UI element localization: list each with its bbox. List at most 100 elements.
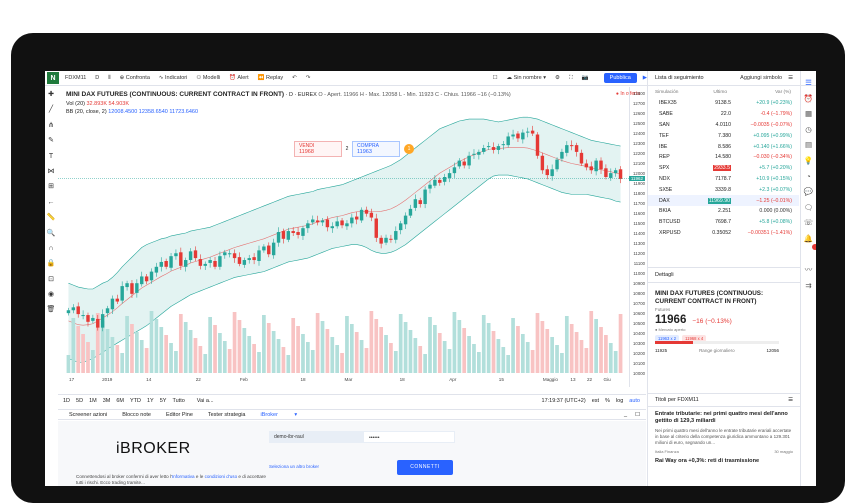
indicators-button[interactable]: ∿ Indicatori — [158, 75, 188, 81]
col-change[interactable]: Var (%) — [775, 90, 791, 95]
phone-icon[interactable]: ☏ — [803, 218, 814, 228]
lock-icon[interactable]: 🔒 — [46, 260, 56, 268]
streams-icon[interactable]: ◔ — [806, 171, 811, 181]
watchlist-row[interactable]: DAX 11969.90 –1.25 (–0.01%) — [648, 195, 799, 206]
terms-link[interactable]: condizioni d'uso — [204, 474, 238, 479]
extended-hours-toggle[interactable]: est — [591, 397, 600, 404]
ruler-icon[interactable]: 📏 — [46, 214, 56, 222]
settings-gear-icon[interactable]: ⚙ — [555, 75, 560, 81]
period-button-tutto[interactable]: Tutto — [172, 397, 185, 404]
watchlist-row[interactable]: NDX 7178.7 +10.9 (+0.15%) — [648, 174, 799, 185]
watchlist-row[interactable]: XRPUSD 0.35052 –0.00351 (–1.41%) — [648, 228, 799, 239]
eye-icon[interactable]: ◉ — [47, 291, 55, 299]
tab-ibroker[interactable]: iBroker ▾ — [260, 411, 298, 418]
percent-toggle[interactable]: % — [605, 397, 610, 404]
alert-button[interactable]: ⏰ Alert — [229, 75, 249, 81]
tab-strategy-tester[interactable]: Tester strategia — [207, 411, 246, 418]
news-menu-icon[interactable]: ☰ — [788, 397, 793, 403]
watchlist-row[interactable]: BTCUSD 7698.7 +5.8 (+0.08%) — [648, 217, 799, 228]
tab-stock-screener[interactable]: Screener azioni — [69, 411, 108, 418]
layout-menu[interactable]: ☁ Sin nombre ▾ — [506, 75, 546, 81]
calendar-icon[interactable]: ▤ — [804, 140, 813, 150]
order-book-icon[interactable]: ⇉ — [805, 280, 812, 290]
lock-drawings-icon[interactable]: ⊡ — [48, 275, 54, 283]
compare-button[interactable]: ⊕ Confronta — [119, 75, 150, 81]
timezone-clock[interactable]: 17:19:37 (UTC+2) — [541, 397, 586, 404]
tab-notes[interactable]: Blocco note — [122, 411, 151, 418]
candle-type-icon[interactable]: ⫴ — [108, 74, 111, 81]
maximize-icon[interactable]: ☐ — [635, 411, 640, 418]
select-other-broker-link[interactable]: Seleziona un altro broker — [269, 464, 320, 469]
crosshair-icon[interactable]: ✚ — [48, 91, 54, 98]
watchlist-row[interactable]: TEF 7.380 +0.095 (+0.99%) — [648, 130, 799, 141]
watchlist-icon[interactable]: ☰ — [805, 78, 812, 87]
pattern-icon[interactable]: ⋈ — [47, 167, 55, 175]
price-axis[interactable]: 12800 12700 12600 12500 12400 12300 12200 12100… — [628, 87, 646, 387]
quantity-badge[interactable]: 1 — [404, 144, 414, 154]
col-last[interactable]: Ultimo — [713, 90, 727, 95]
period-button-1m[interactable]: 1M — [89, 397, 97, 404]
private-chat-icon[interactable]: 🗨 — [803, 202, 814, 212]
auto-toggle[interactable]: auto — [629, 397, 640, 404]
chart-canvas[interactable] — [58, 87, 629, 387]
period-button-5d[interactable]: 5D — [76, 397, 84, 404]
period-button-6m[interactable]: 6M — [116, 397, 124, 404]
watchlist-row[interactable]: REP 14.580 –0.030 (–0.34%) — [648, 152, 799, 163]
ideas-icon[interactable]: 💡 — [803, 155, 814, 165]
projection-icon[interactable]: ⊞ — [48, 183, 54, 191]
period-button-1d[interactable]: 1D — [63, 397, 71, 404]
buy-button[interactable]: COMPRA 11963 — [352, 141, 400, 157]
watchlist-title[interactable]: Lista di seguimiento — [655, 75, 704, 81]
fullscreen-box-icon[interactable]: ☐ — [492, 75, 498, 81]
symbol-search[interactable]: FDXM11 — [65, 75, 87, 81]
text-icon[interactable]: T — [48, 152, 54, 160]
interval-selector[interactable]: D — [95, 75, 100, 81]
templates-button[interactable]: ⚇ Modelli — [196, 75, 221, 81]
news-title[interactable]: Entrate tributarie: nei primi quattro me… — [655, 411, 788, 424]
hotlist-icon[interactable]: ◷ — [805, 124, 812, 134]
sell-button[interactable]: VENDI 11968 — [294, 141, 342, 157]
info-link[interactable]: Informativa — [171, 474, 195, 479]
add-symbol-button[interactable]: Aggiungi simbolo — [740, 75, 783, 81]
trendline-icon[interactable]: ╱ — [48, 106, 54, 114]
data-window-icon[interactable]: ▦ — [804, 109, 813, 119]
password-field[interactable]: •••••• — [363, 431, 455, 443]
menu-icon[interactable]: ☰ — [788, 75, 793, 81]
price-chart[interactable]: MINI DAX FUTURES (CONTINUOUS: CURRENT CO… — [58, 87, 646, 387]
watchlist-row[interactable]: SABE 22.0 -0.4 (–1.79%) — [648, 109, 799, 120]
watchlist-row[interactable]: IBE 8.586 +0.140 (+1.66%) — [648, 141, 799, 152]
brush-icon[interactable]: ✎ — [48, 137, 54, 145]
col-symbol[interactable]: Simulación — [655, 90, 679, 95]
connect-button[interactable]: CONNETTI — [397, 460, 453, 475]
play-icon[interactable]: ▶ — [642, 75, 647, 81]
magnet-icon[interactable]: ∩ — [48, 244, 54, 252]
news-title-2[interactable]: Rai Way ora +0,3%: reti di trasmissione — [655, 458, 760, 464]
log-toggle[interactable]: log — [615, 397, 624, 404]
zoom-icon[interactable]: 🔍 — [46, 229, 56, 237]
watchlist-row[interactable]: SPX 2933.5 +5.7 (+0.20%) — [648, 163, 799, 174]
camera-icon[interactable]: 📷 — [581, 75, 589, 81]
redo-icon[interactable]: ↷ — [305, 75, 311, 81]
watchlist-row[interactable]: BKIA 2.251 0.000 (0.00%) — [648, 206, 799, 217]
goto-button[interactable]: Vai a... — [196, 397, 214, 404]
notifications-bell-icon[interactable]: 🔔 — [803, 233, 814, 243]
alerts-clock-icon[interactable]: ⏰ — [803, 93, 814, 103]
watchlist-row[interactable]: IBEX35 9138.5 +20.9 (+0.23%) — [648, 98, 799, 109]
arrow-icon[interactable]: ← — [47, 198, 55, 206]
minimize-icon[interactable]: _ — [624, 411, 628, 418]
trash-icon[interactable]: 🗑 — [46, 306, 56, 314]
tab-pine-editor[interactable]: Editor Pine — [165, 411, 193, 418]
trading-icon[interactable]: 〰 — [804, 265, 813, 275]
undo-icon[interactable]: ↶ — [292, 75, 297, 81]
watchlist-row[interactable]: SX5E 3339.8 +2.3 (+0.07%) — [648, 184, 799, 195]
publish-button[interactable]: Pubblica — [603, 73, 637, 83]
period-button-5y[interactable]: 5Y — [159, 397, 167, 404]
period-button-1y[interactable]: 1Y — [146, 397, 154, 404]
period-button-ytd[interactable]: YTD — [129, 397, 141, 404]
pitchfork-icon[interactable]: ⋔ — [48, 121, 54, 129]
watchlist-row[interactable]: SAN 4.0110 –0.0035 (–0.07%) — [648, 120, 799, 131]
replay-button[interactable]: ⏪ Replay — [257, 75, 284, 81]
period-button-3m[interactable]: 3M — [102, 397, 111, 404]
chat-icon[interactable]: 💬 — [803, 187, 814, 197]
expand-icon[interactable]: ⛶ — [568, 74, 573, 81]
